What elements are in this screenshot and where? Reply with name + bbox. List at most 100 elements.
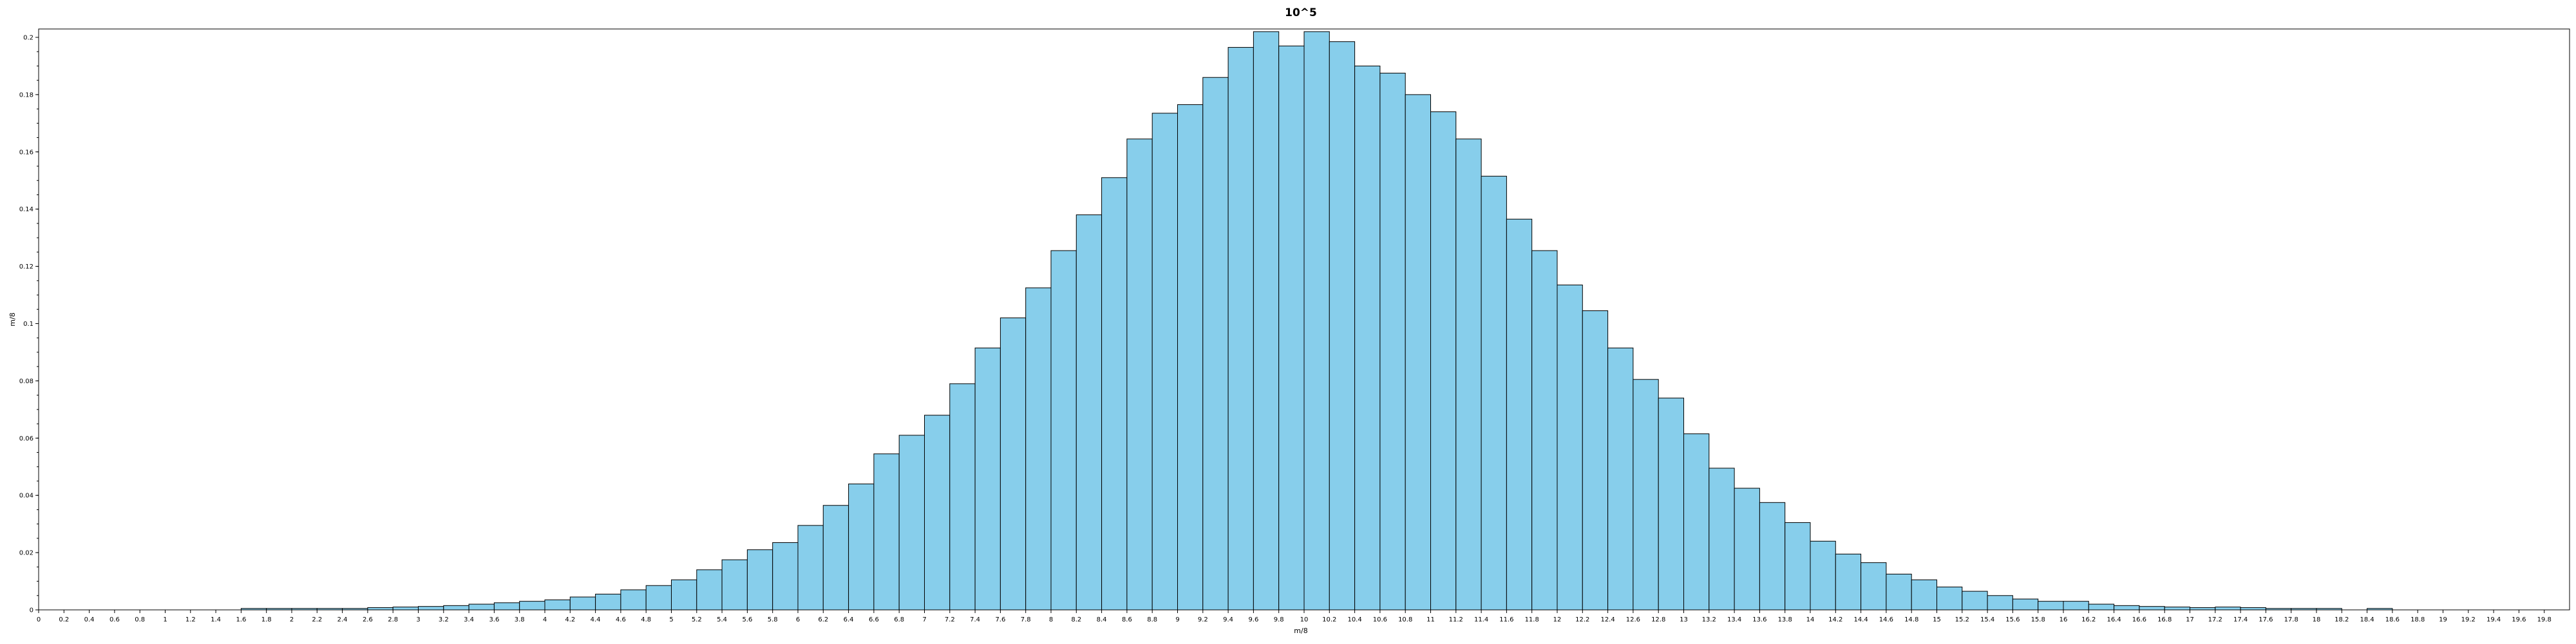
bar xyxy=(468,603,495,611)
bar xyxy=(772,542,799,611)
bar xyxy=(746,549,773,611)
x-tick-label: 6 xyxy=(796,616,800,623)
bar xyxy=(671,579,697,611)
bar xyxy=(1075,214,1103,611)
x-tick-label: 17.8 xyxy=(2284,616,2298,623)
bar xyxy=(721,559,748,611)
bar xyxy=(1531,250,1558,611)
bar xyxy=(1683,433,1710,611)
bar xyxy=(1987,595,2013,611)
x-tick-label: 11.8 xyxy=(1525,616,1539,623)
bar xyxy=(1886,573,1912,611)
bar xyxy=(1911,579,1937,611)
x-tick-label: 17.4 xyxy=(2233,616,2248,623)
bar xyxy=(1050,250,1077,611)
x-tick-label: 13.2 xyxy=(1702,616,1716,623)
bar xyxy=(1658,397,1684,611)
x-tick-label: 10 xyxy=(1300,616,1309,623)
bar xyxy=(1455,138,1482,611)
x-tick-label: 11.6 xyxy=(1499,616,1513,623)
bar xyxy=(1607,347,1634,611)
bar xyxy=(848,483,875,611)
x-tick-label: 14 xyxy=(1806,616,1815,623)
bar xyxy=(999,317,1027,611)
bar xyxy=(2215,607,2241,611)
y-tick-label: 0.06 xyxy=(19,435,33,442)
x-tick-label: 14.2 xyxy=(1828,616,1842,623)
x-tick-label: 17 xyxy=(2186,616,2194,623)
x-tick-label: 16.4 xyxy=(2107,616,2121,623)
y-tick-label: 0.18 xyxy=(19,91,33,99)
x-tick-label: 4.2 xyxy=(565,616,575,623)
bar xyxy=(1734,488,1760,611)
bar xyxy=(1354,65,1381,611)
x-tick-label: 14.6 xyxy=(1879,616,1893,623)
x-tick-label: 3.4 xyxy=(464,616,474,623)
x-tick-label: 7.6 xyxy=(995,616,1005,623)
x-tick-label: 10.4 xyxy=(1347,616,1361,623)
x-tick-label: 18.8 xyxy=(2410,616,2425,623)
x-tick-label: 2.6 xyxy=(363,616,373,623)
x-tick-label: 3.2 xyxy=(439,616,449,623)
bar xyxy=(2190,607,2216,611)
x-tick-label: 18.4 xyxy=(2360,616,2374,623)
x-tick-label: 15.8 xyxy=(2031,616,2045,623)
x-tick-label: 6.2 xyxy=(818,616,828,623)
x-tick-label: 12.4 xyxy=(1600,616,1615,623)
x-tick-label: 11.4 xyxy=(1474,616,1488,623)
x-tick-label: 19.2 xyxy=(2461,616,2476,623)
x-tick-label: 4.4 xyxy=(591,616,601,623)
bar xyxy=(1151,113,1178,611)
x-tick-label: 8 xyxy=(1049,616,1053,623)
x-tick-label: 18 xyxy=(2313,616,2321,623)
x-tick-label: 12.6 xyxy=(1626,616,1640,623)
bar xyxy=(2164,607,2190,611)
x-tick-label: 11 xyxy=(1426,616,1435,623)
bar xyxy=(1759,502,1786,611)
bar xyxy=(519,601,545,611)
bar xyxy=(1835,553,1862,611)
bar xyxy=(1582,310,1609,611)
bar xyxy=(1633,379,1659,611)
bar xyxy=(569,596,596,611)
bar xyxy=(822,505,849,611)
x-tick-label: 7.4 xyxy=(970,616,980,623)
x-tick-label: 3.8 xyxy=(515,616,525,623)
x-tick-label: 12.8 xyxy=(1651,616,1665,623)
x-tick-label: 17.6 xyxy=(2259,616,2273,623)
x-tick-label: 8.6 xyxy=(1122,616,1132,623)
bar xyxy=(1303,31,1330,611)
x-tick-label: 16.6 xyxy=(2132,616,2146,623)
y-tick-label: 0.16 xyxy=(19,149,33,156)
x-axis-label: m/8 xyxy=(1294,627,1307,635)
y-tick-label: 0.04 xyxy=(19,493,33,500)
bar xyxy=(1278,45,1305,611)
x-tick-label: 18.6 xyxy=(2385,616,2400,623)
x-tick-label: 7.2 xyxy=(945,616,955,623)
x-tick-label: 10.8 xyxy=(1398,616,1412,623)
bar xyxy=(493,602,520,611)
bar xyxy=(1126,138,1153,611)
bar xyxy=(898,435,925,611)
bar xyxy=(645,585,672,611)
x-tick-label: 19.4 xyxy=(2486,616,2501,623)
bar xyxy=(1861,562,1887,611)
x-tick-label: 11.2 xyxy=(1449,616,1463,623)
x-tick-label: 17.2 xyxy=(2208,616,2222,623)
y-tick-label: 0.2 xyxy=(23,35,33,42)
x-tick-label: 16.8 xyxy=(2157,616,2172,623)
bar xyxy=(1481,176,1507,611)
bar xyxy=(1785,522,1811,611)
x-tick-label: 4.6 xyxy=(616,616,626,623)
x-tick-label: 19.6 xyxy=(2512,616,2526,623)
plot-frame xyxy=(38,28,2570,611)
x-tick-label: 9.8 xyxy=(1274,616,1284,623)
x-tick-label: 8.8 xyxy=(1147,616,1157,623)
bar xyxy=(1253,31,1280,611)
x-tick-label: 6.6 xyxy=(869,616,879,623)
x-tick-label: 2.2 xyxy=(312,616,322,623)
bar xyxy=(2038,601,2064,611)
bar xyxy=(1329,41,1356,611)
x-tick-label: 0 xyxy=(37,616,41,623)
x-tick-label: 13.6 xyxy=(1752,616,1766,623)
